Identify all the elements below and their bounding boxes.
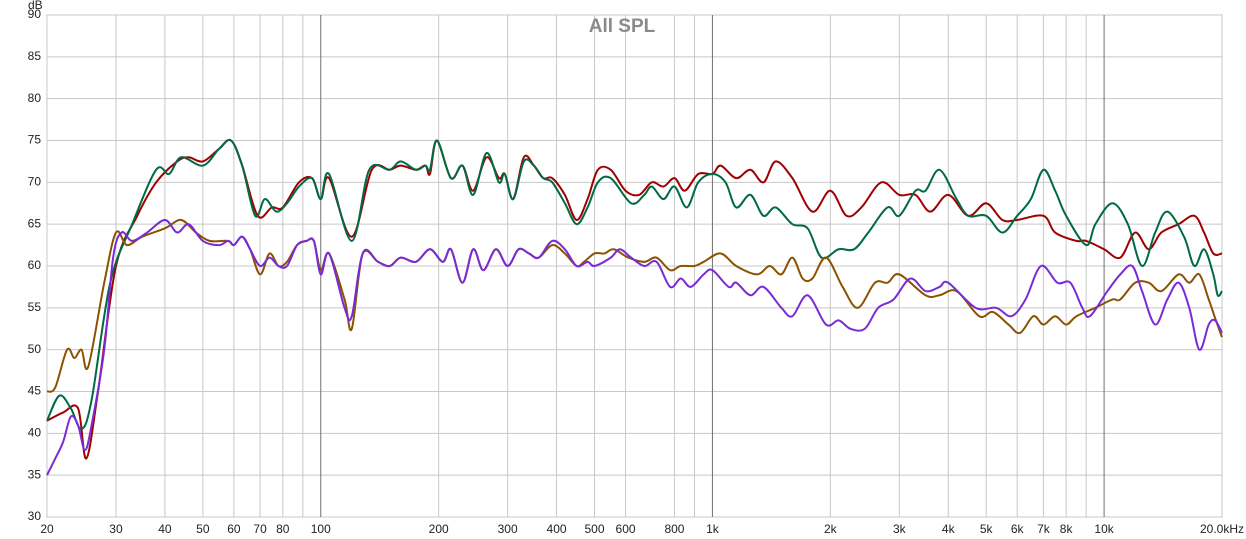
x-tick-label: 20.0kHz — [1200, 522, 1244, 536]
x-tick-label: 500 — [585, 522, 605, 536]
x-tick-label: 5k — [980, 522, 994, 536]
x-tick-label: 2k — [824, 522, 838, 536]
x-tick-label: 60 — [227, 522, 241, 536]
x-tick-label: 1k — [706, 522, 720, 536]
x-tick-label: 400 — [547, 522, 567, 536]
y-tick-label: 50 — [28, 342, 42, 356]
x-tick-label: 3k — [893, 522, 907, 536]
y-axis-label: dB — [28, 0, 43, 12]
x-tick-label: 300 — [498, 522, 518, 536]
x-tick-label: 80 — [276, 522, 290, 536]
y-tick-label: 45 — [28, 384, 42, 398]
y-tick-label: 85 — [28, 49, 42, 63]
x-tick-label: 200 — [429, 522, 449, 536]
x-tick-label: 10k — [1094, 522, 1114, 536]
chart-title: All SPL — [589, 16, 656, 37]
y-tick-label: 55 — [28, 300, 42, 314]
y-tick-label: 90 — [28, 7, 42, 21]
x-tick-label: 40 — [158, 522, 172, 536]
x-tick-label: 6k — [1011, 522, 1025, 536]
x-tick-label: 600 — [616, 522, 636, 536]
x-tick-label: 4k — [942, 522, 956, 536]
y-tick-label: 65 — [28, 216, 42, 230]
x-tick-label: 7k — [1037, 522, 1051, 536]
y-tick-label: 40 — [28, 426, 42, 440]
y-tick-label: 75 — [28, 133, 42, 147]
x-tick-label: 30 — [109, 522, 123, 536]
x-tick-label: 50 — [196, 522, 210, 536]
series-line — [46, 218, 1223, 476]
y-tick-label: 60 — [28, 258, 42, 272]
series-line — [46, 138, 1223, 431]
x-tick-label: 8k — [1060, 522, 1074, 536]
y-tick-label: 30 — [28, 509, 42, 523]
x-tick-label: 800 — [664, 522, 684, 536]
x-tick-label: 70 — [253, 522, 267, 536]
x-tick-label: 100 — [311, 522, 331, 536]
y-tick-label: 80 — [28, 91, 42, 105]
y-tick-label: 70 — [28, 175, 42, 189]
y-tick-label: 35 — [28, 467, 42, 481]
x-tick-label: 20 — [40, 522, 54, 536]
